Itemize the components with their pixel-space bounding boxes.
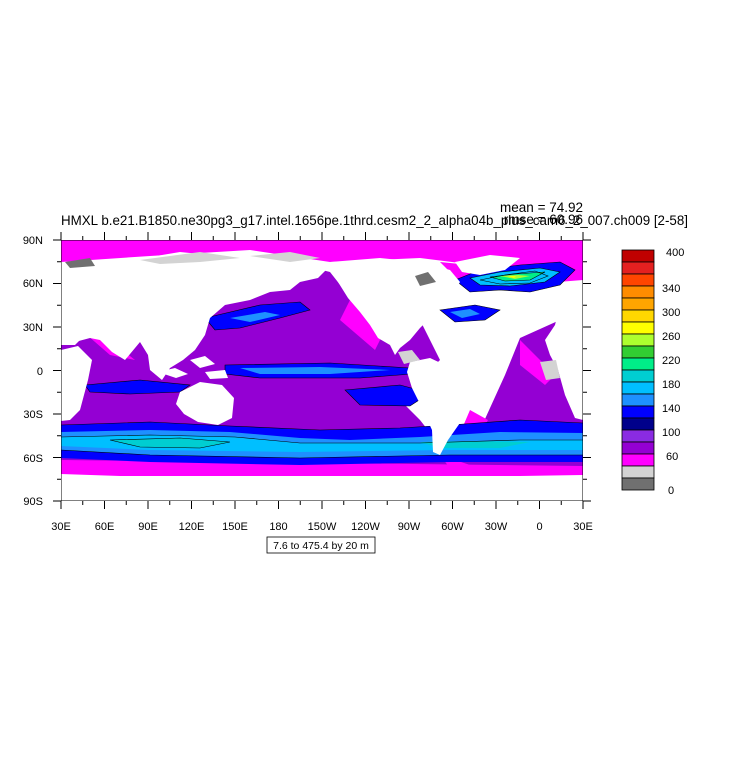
colorbar-labels: 400 340 300 260 220 180 140 100 60 0 <box>662 247 684 497</box>
colorbar-box <box>621 357 655 371</box>
lat-label-30n: 30N <box>23 322 43 334</box>
colorbar-label-300: 300 <box>662 307 680 319</box>
lon-label-150e: 150E <box>222 521 248 533</box>
lat-label-60n: 60N <box>23 278 43 290</box>
contour-info-label: 7.6 to 475.4 by 20 m <box>273 540 369 552</box>
colorbar-label-0: 0 <box>668 485 674 497</box>
colorbar-box <box>621 321 655 335</box>
greenland-land <box>455 255 520 275</box>
lon-labels: 30E 60E 90E 120E 150E 180 150W 120W 90W … <box>51 521 593 533</box>
colorbar-box <box>621 393 655 407</box>
colorbar-box <box>621 297 655 311</box>
iberia-africa-land <box>545 300 583 420</box>
lat-label-90n: 90N <box>23 235 43 247</box>
colorbar-box <box>621 429 655 443</box>
colorbar <box>621 249 655 491</box>
contour-info-box: 7.6 to 475.4 by 20 m <box>266 536 376 554</box>
colorbar-box <box>621 333 655 347</box>
lon-label-30e-end: 30E <box>573 521 593 533</box>
colorbar-box <box>621 261 655 275</box>
lat-label-60s: 60S <box>23 453 43 465</box>
colorbar-box <box>621 285 655 299</box>
colorbar-box <box>621 249 655 263</box>
lon-label-60e: 60E <box>95 521 115 533</box>
colorbar-box <box>621 441 655 455</box>
colorbar-box <box>621 345 655 359</box>
lon-label-150w: 150W <box>308 521 337 533</box>
colorbar-label-220: 220 <box>662 355 680 367</box>
mean-label: mean = 74.92 <box>500 200 583 215</box>
lon-label-60w: 60W <box>441 521 464 533</box>
lon-label-0: 0 <box>536 521 542 533</box>
colorbar-label-340: 340 <box>662 283 680 295</box>
colorbar-label-100: 100 <box>662 427 680 439</box>
map-plot <box>61 240 583 501</box>
colorbar-label-260: 260 <box>662 331 680 343</box>
antarctica-land <box>61 474 583 501</box>
africa-land <box>61 346 92 421</box>
tick-marks <box>53 232 591 509</box>
lat-label-eq: 0 <box>37 366 43 378</box>
lon-label-180: 180 <box>269 521 287 533</box>
lon-label-30e: 30E <box>51 521 71 533</box>
colorbar-label-400: 400 <box>666 247 684 259</box>
colorbar-box <box>621 369 655 383</box>
colorbar-box <box>621 453 655 467</box>
colorbar-label-140: 140 <box>662 403 680 415</box>
lon-label-90e: 90E <box>138 521 158 533</box>
colorbar-box <box>621 273 655 287</box>
lat-label-30s: 30S <box>23 409 43 421</box>
colorbar-label-180: 180 <box>662 379 680 391</box>
colorbar-box <box>621 405 655 419</box>
lat-label-90s: 90S <box>23 496 43 508</box>
colorbar-box <box>621 417 655 431</box>
lon-label-120w: 120W <box>351 521 380 533</box>
south-america-land <box>407 358 480 455</box>
lon-label-30w: 30W <box>485 521 508 533</box>
plot-title: HMXL b.e21.B1850.ne30pg3_g17.intel.1656p… <box>61 213 688 228</box>
colorbar-box <box>621 465 655 479</box>
lat-labels: 90N 60N 30N 0 30S 60S 90S <box>23 235 43 508</box>
australia-land <box>176 382 234 425</box>
ice-mask <box>65 252 560 380</box>
eurasia-land <box>61 252 330 380</box>
colorbar-box <box>621 477 655 491</box>
lon-label-90w: 90W <box>398 521 421 533</box>
colorbar-box <box>621 381 655 395</box>
colorbar-label-60: 60 <box>666 451 678 463</box>
colorbar-box <box>621 309 655 323</box>
lon-label-120e: 120E <box>179 521 205 533</box>
rmse-label: rmse = 60.96 <box>504 212 583 227</box>
